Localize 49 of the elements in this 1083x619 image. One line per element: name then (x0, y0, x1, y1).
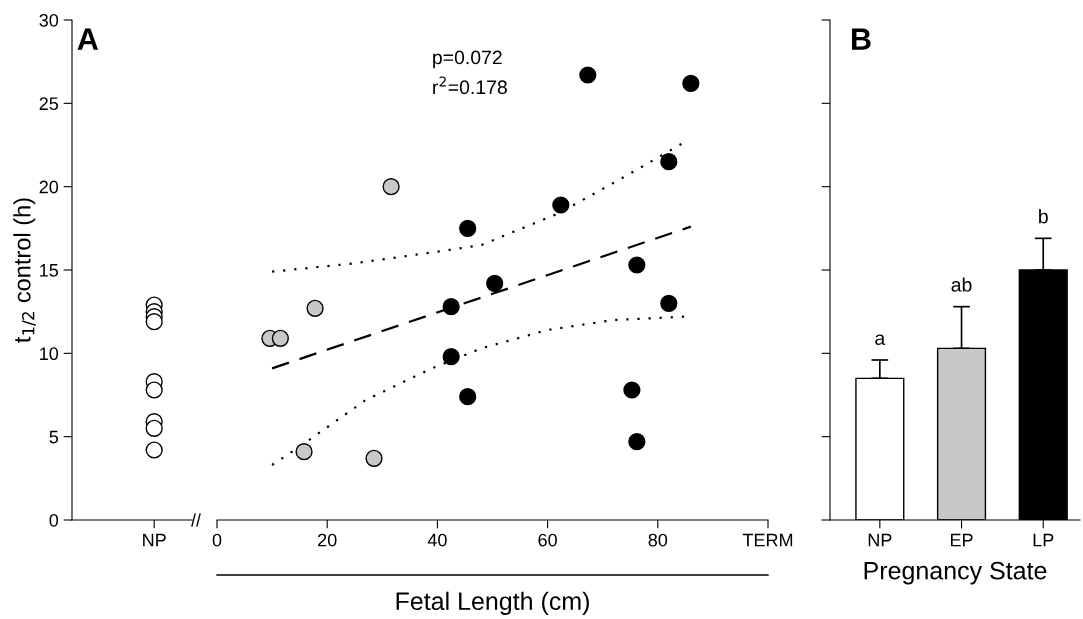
point (682, 74, 700, 92)
point (295, 443, 313, 461)
point (145, 441, 163, 459)
point (145, 313, 163, 331)
y-tick-label: 0 (49, 513, 59, 527)
point (660, 294, 678, 312)
point (628, 433, 646, 451)
annotation: ab (951, 277, 972, 292)
y-tick-label: 30 (39, 13, 59, 27)
y-axis-title: t$_{1/2}$ control (h) (13, 198, 36, 343)
point (271, 329, 289, 347)
point (459, 388, 477, 406)
y-tick-label: 5 (49, 430, 59, 444)
x-tick-label: EP (950, 533, 973, 547)
point (459, 219, 477, 237)
annotation: r$^{2}$=0.178 (433, 76, 507, 95)
point (365, 449, 383, 467)
y-tick-label: 20 (39, 180, 59, 194)
point (442, 298, 460, 316)
x-tick-label: NP (868, 533, 892, 547)
chart-title: A (77, 28, 99, 50)
chart-title: B (852, 28, 871, 50)
point (486, 274, 504, 292)
point (382, 178, 400, 196)
x-axis-title: Fetal Length (cm) (396, 591, 589, 615)
point (552, 196, 570, 214)
point (145, 419, 163, 437)
annotation: b (1039, 209, 1048, 224)
point (306, 299, 324, 317)
x-tick-label: 20 (318, 533, 337, 547)
y-tick-label: 10 (40, 347, 59, 361)
point (442, 348, 460, 366)
point (660, 153, 678, 171)
point (628, 256, 646, 274)
x-tick-label: TERM (742, 533, 793, 547)
point (145, 381, 163, 399)
x-tick-label: NP (143, 533, 166, 547)
annotation: a (875, 334, 886, 346)
point (623, 381, 641, 399)
x-tick-label: 0 (212, 533, 222, 547)
point (579, 66, 597, 84)
y-tick-label: 15 (40, 264, 59, 277)
x-tick-label: 60 (538, 533, 557, 547)
x-axis-title: Pregnancy State (864, 561, 1047, 585)
annotation: p=0.072 (433, 50, 502, 69)
x-tick-label: LP (1033, 533, 1054, 547)
x-tick-label: 40 (427, 533, 447, 547)
y-tick-label: 25 (39, 97, 59, 111)
x-tick-label: 80 (648, 533, 668, 547)
